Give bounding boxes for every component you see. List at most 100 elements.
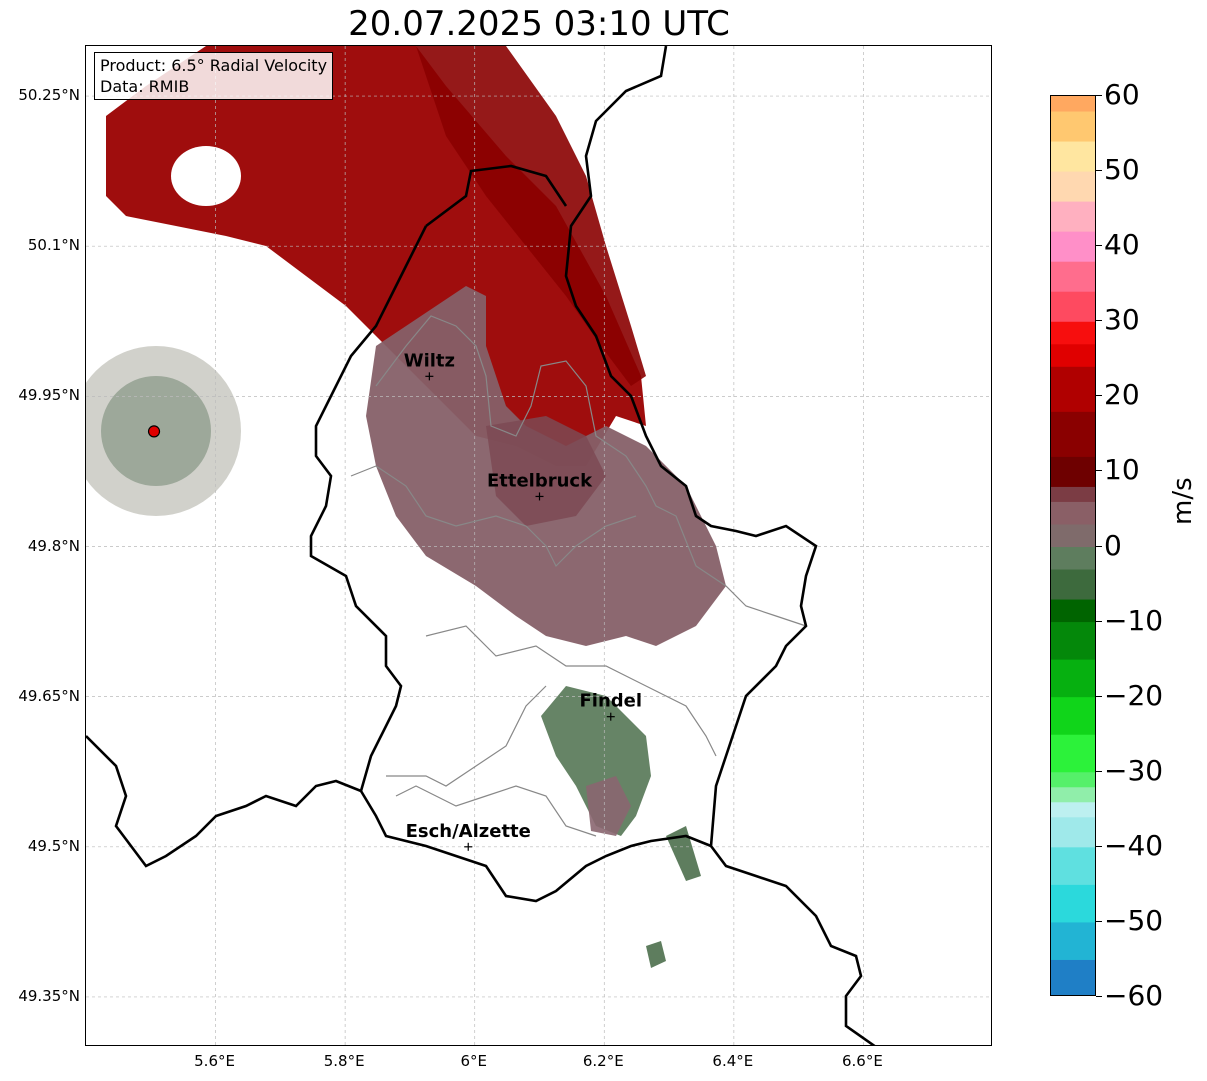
product-info-box: Product: 6.5° Radial Velocity Data: RMIB [94, 52, 334, 100]
city-marker: Wiltz [404, 350, 455, 381]
lon-tick-label: 5.8°E [323, 1052, 365, 1070]
colorbar-band [1051, 141, 1095, 172]
colorbar-band [1051, 696, 1095, 735]
city-label: Esch/Alzette [406, 821, 531, 842]
colorbar-tick-label: −10 [1104, 603, 1164, 637]
lat-tick-label: 49.8°N [27, 536, 80, 555]
colorbar-band [1051, 501, 1095, 525]
colorbar-band [1051, 801, 1095, 818]
colorbar-tick-label: −20 [1104, 678, 1164, 712]
colorbar-band [1051, 261, 1095, 292]
colorbar-band [1051, 599, 1095, 623]
lat-tick-label: 49.95°N [18, 386, 80, 405]
radar-site-marker [147, 425, 161, 438]
colorbar-band [1051, 201, 1095, 232]
colorbar-gradient [1051, 96, 1095, 995]
lon-tick-label: 5.6°E [194, 1052, 235, 1070]
colorbar-band [1051, 786, 1095, 803]
colorbar-band [1051, 546, 1095, 570]
colorbar-band [1051, 96, 1095, 112]
lon-tick-label: 6.6°E [842, 1052, 883, 1070]
colorbar-tick-label: 30 [1104, 303, 1140, 337]
colorbar-tick-label: −40 [1104, 828, 1164, 862]
colorbar-tick [1096, 320, 1102, 322]
city-marker: Esch/Alzette [406, 821, 531, 851]
colorbar-band [1051, 569, 1095, 600]
colorbar-band [1051, 171, 1095, 202]
colorbar-band [1051, 231, 1095, 262]
colorbar-tick [1096, 845, 1102, 847]
radar-map: Wiltz Ettelbruck Findel Esch/Alzette [85, 45, 992, 1046]
colorbar-band [1051, 959, 1095, 995]
colorbar-band [1051, 659, 1095, 698]
lon-tick-label: 6°E [460, 1052, 487, 1070]
lat-tick-label: 50.1°N [27, 236, 80, 255]
colorbar-band [1051, 321, 1095, 345]
border-lux-north [425, 164, 568, 228]
colorbar-band [1051, 343, 1095, 367]
colorbar-band [1051, 816, 1095, 848]
admin-boundaries [350, 315, 807, 837]
lon-tick-label: 6.2°E [582, 1052, 624, 1070]
colorbar-band [1051, 411, 1095, 457]
colorbar-band [1051, 111, 1095, 142]
border-lux-south [359, 790, 712, 903]
colorbar-tick [1096, 770, 1102, 772]
colorbar-tick [1096, 695, 1102, 697]
colorbar-band [1051, 366, 1095, 412]
colorbar-tick [1096, 95, 1102, 96]
colorbar-tick-label: 50 [1104, 153, 1140, 187]
colorbar-band [1051, 523, 1095, 547]
colorbar-band [1051, 846, 1095, 885]
colorbar-band [1051, 291, 1095, 322]
product-label: Product: 6.5° Radial Velocity [100, 56, 328, 75]
colorbar-band [1051, 771, 1095, 788]
colorbar-tick [1096, 395, 1102, 397]
colorbar-band [1051, 621, 1095, 660]
echo-green-south [666, 826, 701, 881]
colorbar [1050, 95, 1096, 996]
colorbar-tick-label: −60 [1104, 979, 1164, 1012]
lat-tick-label: 49.5°N [27, 836, 80, 855]
colorbar-tick [1096, 170, 1102, 172]
colorbar-tick-label: 20 [1104, 378, 1140, 412]
colorbar-tick [1096, 920, 1102, 922]
echo-mauve-ettelbruck [486, 416, 606, 526]
colorbar-band [1051, 921, 1095, 960]
echo-green-far [646, 941, 666, 968]
border-lux-west [309, 225, 428, 792]
lon-tick-label: 6.4°E [712, 1052, 754, 1070]
city-label: Findel [579, 691, 642, 712]
colorbar-band [1051, 734, 1095, 773]
colorbar-tick-label: 40 [1104, 228, 1140, 262]
colorbar-tick-label: 60 [1104, 78, 1140, 111]
colorbar-tick [1096, 620, 1102, 622]
city-marker: Ettelbruck [487, 470, 593, 501]
colorbar-tick [1096, 470, 1102, 472]
data-source-label: Data: RMIB [100, 77, 190, 96]
colorbar-band [1051, 456, 1095, 487]
graticule [86, 46, 991, 1045]
echo-mauve-findel [586, 776, 631, 836]
echo-gap [171, 146, 241, 206]
border-south-west [86, 735, 362, 868]
city-marker: Findel [579, 691, 642, 721]
colorbar-tick-label: 10 [1104, 453, 1140, 487]
colorbar-tick-label: −30 [1104, 753, 1164, 787]
lat-tick-label: 49.35°N [18, 986, 80, 1005]
city-label: Wiltz [404, 350, 455, 371]
lat-tick-label: 50.25°N [18, 86, 80, 105]
colorbar-band [1051, 884, 1095, 923]
lat-tick-label: 49.65°N [18, 686, 80, 705]
colorbar-band [1051, 486, 1095, 502]
colorbar-tick-label: −50 [1104, 903, 1164, 937]
map-canvas: Wiltz Ettelbruck Findel Esch/Alzette [86, 46, 991, 1045]
city-label: Ettelbruck [487, 470, 593, 491]
national-borders [86, 46, 876, 1045]
echo-red-strip [416, 46, 646, 386]
border-east [564, 46, 876, 1045]
colorbar-tick [1096, 996, 1102, 997]
map-title: 20.07.2025 03:10 UTC [348, 4, 730, 44]
colorbar-unit: m/s [1168, 477, 1198, 525]
colorbar-tick-label: 0 [1104, 528, 1122, 562]
